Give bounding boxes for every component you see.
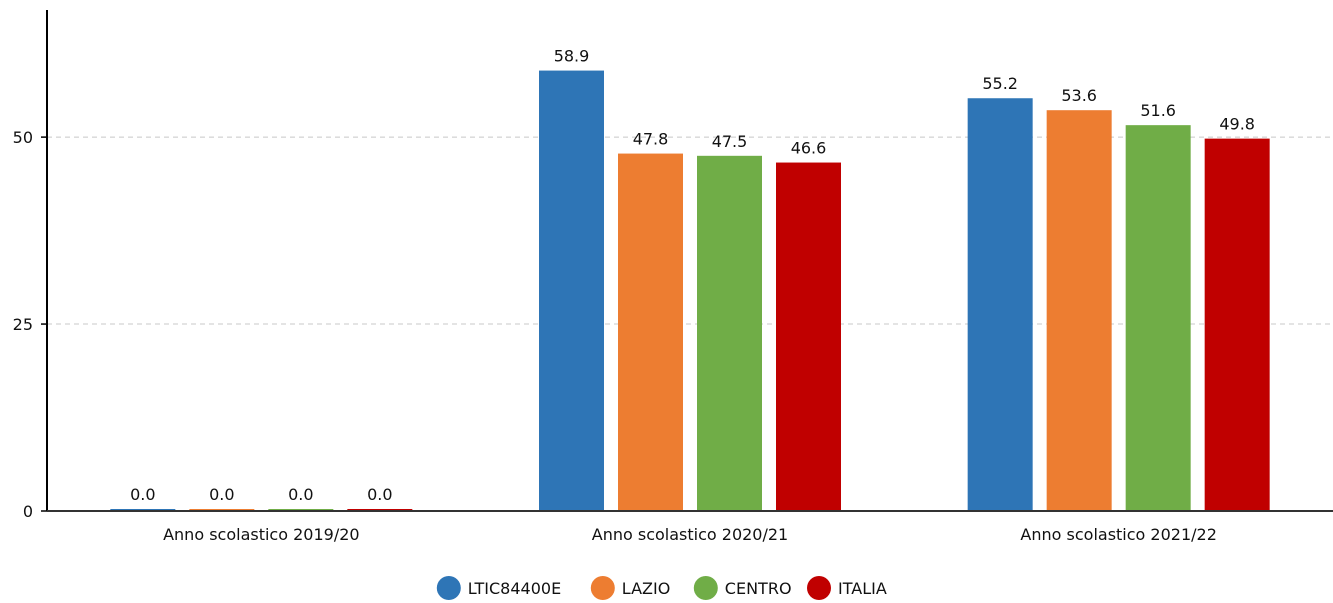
bar-ltic84400e-2 [967,98,1033,511]
data-label: 0.0 [130,485,155,504]
legend-item-centro[interactable]: CENTRO [693,576,792,600]
data-label: 53.6 [1061,86,1097,105]
bar-lazio-2 [1046,110,1112,511]
legend-label: LTIC84400E [468,579,561,598]
bar-italia-2 [1204,138,1270,511]
y-tick-label: 50 [13,128,33,147]
legend-swatch [807,576,831,600]
data-label: 47.5 [712,132,748,151]
legend-swatch [436,576,461,600]
legend-label: ITALIA [838,579,887,598]
bar-ltic84400e-1 [539,70,604,511]
data-label: 51.6 [1140,101,1176,120]
grid-lines [47,136,1333,325]
data-label: 47.8 [633,130,669,149]
legend-swatch [590,576,615,600]
legend[interactable]: LTIC84400E LAZIO CENTRO ITALIA [436,576,887,600]
bar-centro-1 [697,155,762,512]
bars [110,70,1270,512]
y-tick-label: 0 [23,502,33,521]
bar-lazio-1 [618,153,683,512]
bar-centro-2 [1125,125,1191,512]
axes: 0 25 50 Anno scolastico 2019/20 Anno scolast… [13,10,1333,544]
legend-label: LAZIO [622,579,671,598]
data-label: 0.0 [209,485,234,504]
data-label: 58.9 [554,47,590,66]
legend-item-lazio[interactable]: LAZIO [590,576,671,600]
data-labels: 0.0 0.0 0.0 0.0 58.9 47.8 47.5 46.6 55.2 53.6 51.6… [130,47,1255,504]
x-category-label: Anno scolastico 2019/20 [163,525,359,544]
data-label: 0.0 [367,485,392,504]
data-label: 49.8 [1219,115,1255,134]
data-label: 0.0 [288,485,313,504]
legend-label: CENTRO [725,579,792,598]
legend-item-ltic84400e[interactable]: LTIC84400E [436,576,561,600]
y-tick-label: 25 [13,315,33,334]
x-category-label: Anno scolastico 2021/22 [1020,525,1216,544]
legend-item-italia[interactable]: ITALIA [807,576,887,600]
x-category-label: Anno scolastico 2020/21 [592,525,788,544]
legend-swatch [693,576,718,600]
data-label: 55.2 [982,74,1018,93]
bar-italia-1 [776,162,841,512]
data-label: 46.6 [791,139,827,158]
